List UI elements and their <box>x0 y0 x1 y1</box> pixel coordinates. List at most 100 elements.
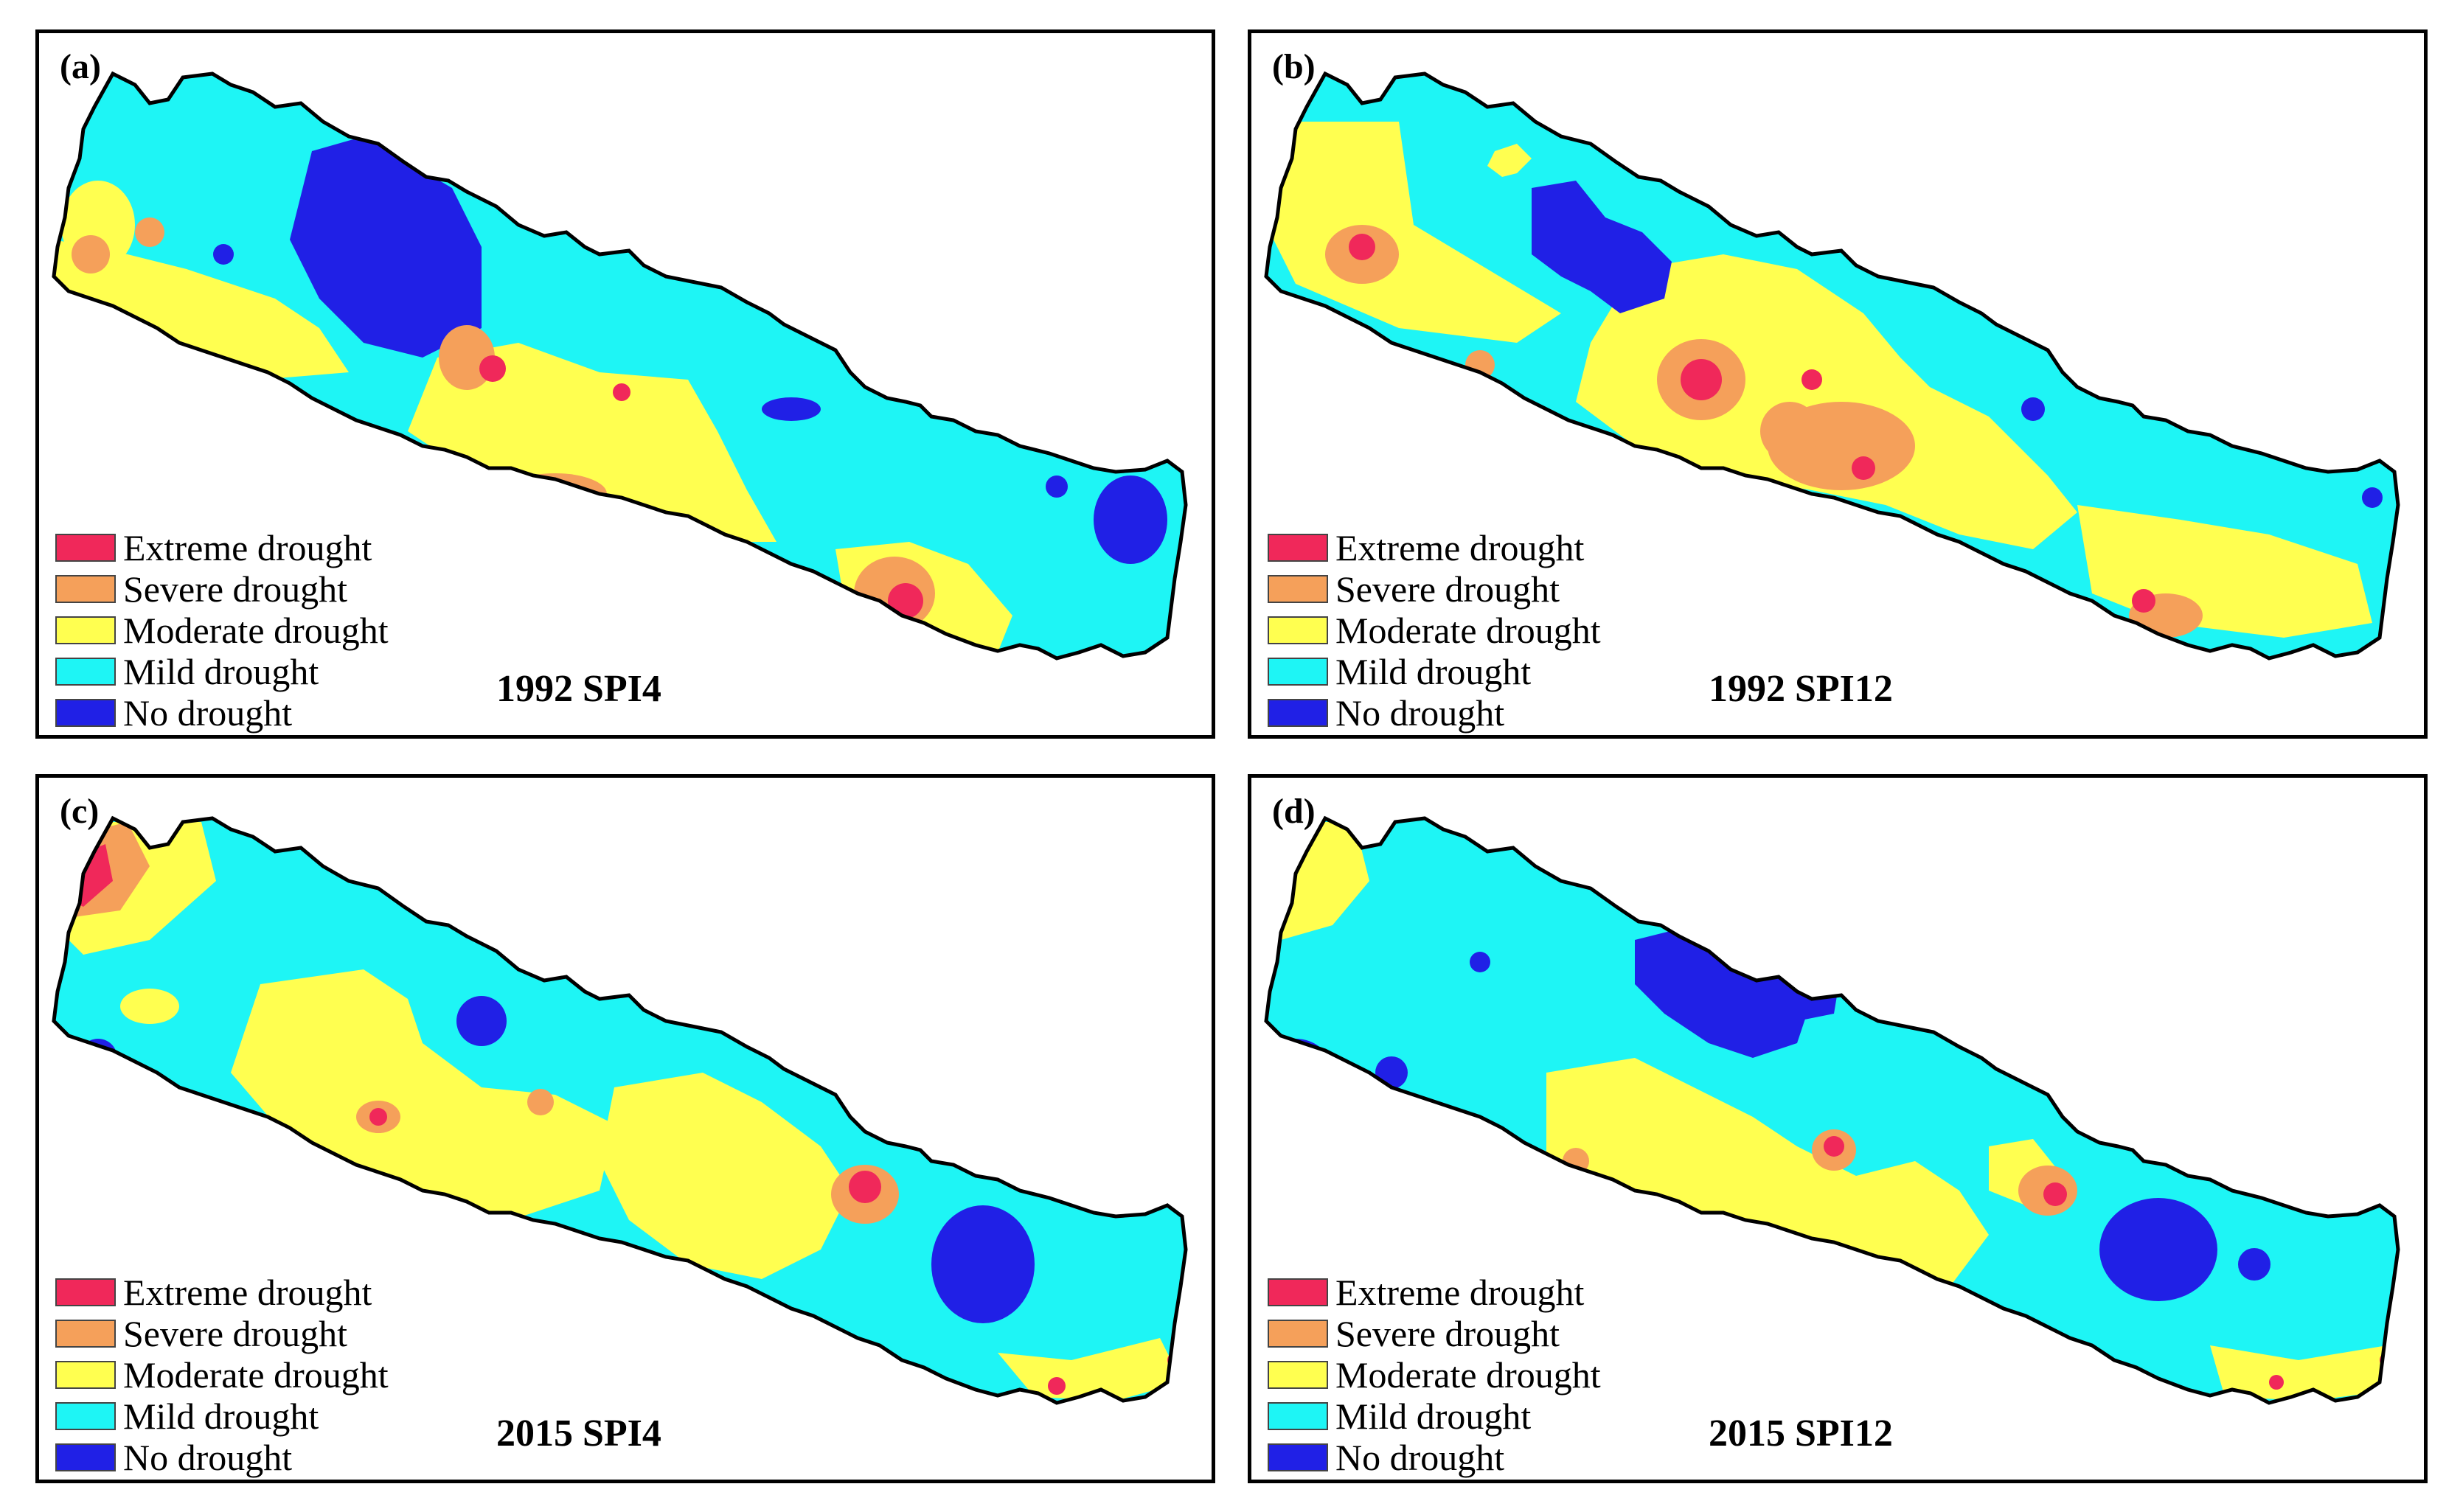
drought-map <box>39 778 1212 1480</box>
no-drought-area <box>762 397 821 421</box>
no-drought-area <box>1094 475 1167 564</box>
legend-swatch <box>1268 1361 1328 1389</box>
extreme-area <box>1681 359 1722 400</box>
legend-label: Severe drought <box>123 1313 348 1354</box>
no-drought-area <box>456 996 507 1046</box>
no-drought-area <box>2099 1198 2217 1301</box>
extreme-area <box>1802 369 1822 390</box>
legend-item: Extreme drought <box>1268 1272 1601 1313</box>
no-drought-area <box>1440 1114 1476 1149</box>
panel-caption: 1992 SPI4 <box>496 668 661 710</box>
legend-swatch <box>1268 575 1328 603</box>
no-drought-area <box>1375 1056 1408 1089</box>
map-panel-c: (c) <box>35 774 1215 1483</box>
drought-map <box>1251 33 2424 735</box>
legend-label: Extreme drought <box>1335 1272 1585 1313</box>
extreme-area <box>2043 1182 2067 1206</box>
no-drought-area <box>900 1366 918 1384</box>
legend-label: Moderate drought <box>123 1354 389 1396</box>
severe-area <box>527 1089 554 1115</box>
moderate-area <box>1576 254 2077 549</box>
legend-label: No drought <box>123 692 293 734</box>
legend-item: Mild drought <box>55 1396 389 1437</box>
no-drought-area <box>213 244 234 265</box>
legend-swatch <box>55 1320 116 1348</box>
legend-swatch <box>1268 616 1328 644</box>
legend-item: Severe drought <box>55 1313 389 1354</box>
extreme-area <box>604 1298 625 1319</box>
legend-item: No drought <box>55 692 389 734</box>
panel-caption: 2015 SPI12 <box>1709 1412 1893 1454</box>
legend-swatch <box>55 699 116 727</box>
extreme-area <box>573 1275 597 1298</box>
legend-item: Moderate drought <box>1268 1354 1601 1396</box>
legend-label: Severe drought <box>1335 568 1560 610</box>
no-drought-area <box>931 1205 1035 1323</box>
map-panel-d: (d) <box>1248 774 2428 1483</box>
legend-item: Mild drought <box>1268 1396 1601 1437</box>
legend: Extreme drought Severe drought Moderate … <box>1268 1272 1601 1478</box>
legend-item: Moderate drought <box>55 610 389 651</box>
moderate-area <box>600 1073 850 1279</box>
legend-label: Mild drought <box>1335 651 1532 692</box>
legend-item: Extreme drought <box>1268 527 1601 568</box>
severe-area <box>567 1267 632 1320</box>
moderate-area <box>194 299 282 358</box>
extreme-area <box>1484 410 1505 431</box>
no-drought-area <box>1358 1105 1381 1129</box>
extreme-area <box>613 383 630 401</box>
drought-map <box>1251 778 2424 1480</box>
moderate-area <box>2210 1345 2394 1401</box>
legend-item: Mild drought <box>55 651 389 692</box>
no-drought-area <box>266 1145 299 1177</box>
legend-swatch <box>55 658 116 686</box>
extreme-area <box>479 355 506 382</box>
extreme-area <box>1779 1298 1800 1319</box>
legend-swatch <box>55 1443 116 1471</box>
no-drought-area <box>1635 925 1812 1058</box>
moderate-area <box>1487 144 1532 177</box>
severe-area <box>135 217 164 247</box>
legend-swatch <box>1268 1443 1328 1471</box>
legend-item: Moderate drought <box>1268 610 1601 651</box>
legend-item: Extreme drought <box>55 527 389 568</box>
legend-item: No drought <box>1268 692 1601 734</box>
severe-area <box>72 235 110 274</box>
legend-item: Extreme drought <box>55 1272 389 1313</box>
extreme-area <box>849 1171 881 1203</box>
panel-label: (c) <box>60 792 100 831</box>
legend-swatch <box>55 1402 116 1430</box>
legend-item: No drought <box>55 1437 389 1478</box>
legend-label: Moderate drought <box>123 610 389 651</box>
moderate-area <box>1266 122 1561 343</box>
no-drought-area <box>2238 1248 2270 1281</box>
extreme-area <box>1757 1269 1778 1289</box>
moderate-area <box>1546 1058 1989 1309</box>
map-panel-b: (b) Extreme <box>1248 29 2428 739</box>
extreme-area <box>2269 1375 2284 1390</box>
moderate-area <box>408 343 776 542</box>
legend-swatch <box>1268 1278 1328 1306</box>
panel-caption: 1992 SPI12 <box>1709 668 1893 710</box>
no-drought-area <box>1470 952 1490 972</box>
legend-swatch <box>1268 1402 1328 1430</box>
no-drought-area <box>1046 475 1068 498</box>
legend-swatch <box>1268 534 1328 562</box>
panel-label: (a) <box>60 47 101 86</box>
extreme-area <box>1824 1136 1844 1157</box>
legend-label: Extreme drought <box>1335 527 1585 568</box>
moderate-area <box>120 989 179 1024</box>
legend-label: Mild drought <box>123 1396 319 1437</box>
legend-label: No drought <box>123 1437 293 1478</box>
extreme-area <box>1048 1377 1066 1395</box>
extreme-area <box>560 490 587 517</box>
legend-item: Mild drought <box>1268 651 1601 692</box>
legend-item: Severe drought <box>1268 568 1601 610</box>
legend-label: Moderate drought <box>1335 1354 1601 1396</box>
legend-swatch <box>55 1278 116 1306</box>
panel-label: (b) <box>1272 47 1316 86</box>
legend-label: Mild drought <box>123 651 319 692</box>
legend-label: No drought <box>1335 692 1505 734</box>
legend-swatch <box>55 575 116 603</box>
extreme-area <box>1852 456 1875 480</box>
